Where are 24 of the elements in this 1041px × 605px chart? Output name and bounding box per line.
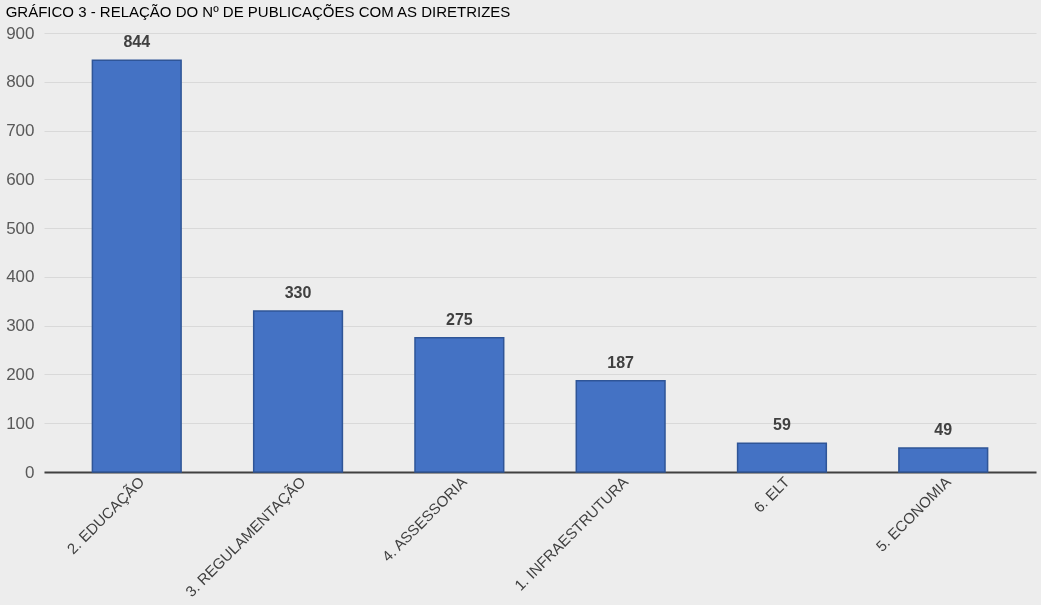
y-tick-label: 300	[6, 316, 35, 336]
bar	[575, 380, 666, 473]
data-label: 844	[123, 33, 151, 51]
y-tick-label: 900	[6, 23, 35, 43]
bar	[252, 310, 344, 473]
y-tick-label: 700	[6, 121, 35, 141]
y-tick-label: 100	[6, 413, 35, 433]
bar	[736, 442, 828, 473]
y-tick-label: 200	[6, 364, 35, 384]
data-label: 59	[773, 416, 791, 434]
y-tick-label: 400	[6, 267, 35, 287]
data-label: 330	[284, 284, 312, 302]
chart-title: GRÁFICO 3 - RELAÇÃO DO Nº DE PUBLICAÇÕES COM AS DIRETRIZES	[5, 3, 511, 20]
bar	[898, 447, 989, 473]
y-tick-label: 800	[6, 72, 35, 92]
bar	[91, 59, 182, 473]
y-tick-label: 600	[6, 169, 35, 189]
y-tick-label: 500	[6, 218, 35, 238]
x-tick-label: 6. ELT	[750, 473, 793, 516]
data-label: 187	[607, 353, 635, 371]
y-tick-label: 0	[25, 462, 35, 482]
data-label: 275	[446, 310, 473, 328]
data-label: 49	[934, 421, 953, 439]
bar	[414, 337, 505, 473]
